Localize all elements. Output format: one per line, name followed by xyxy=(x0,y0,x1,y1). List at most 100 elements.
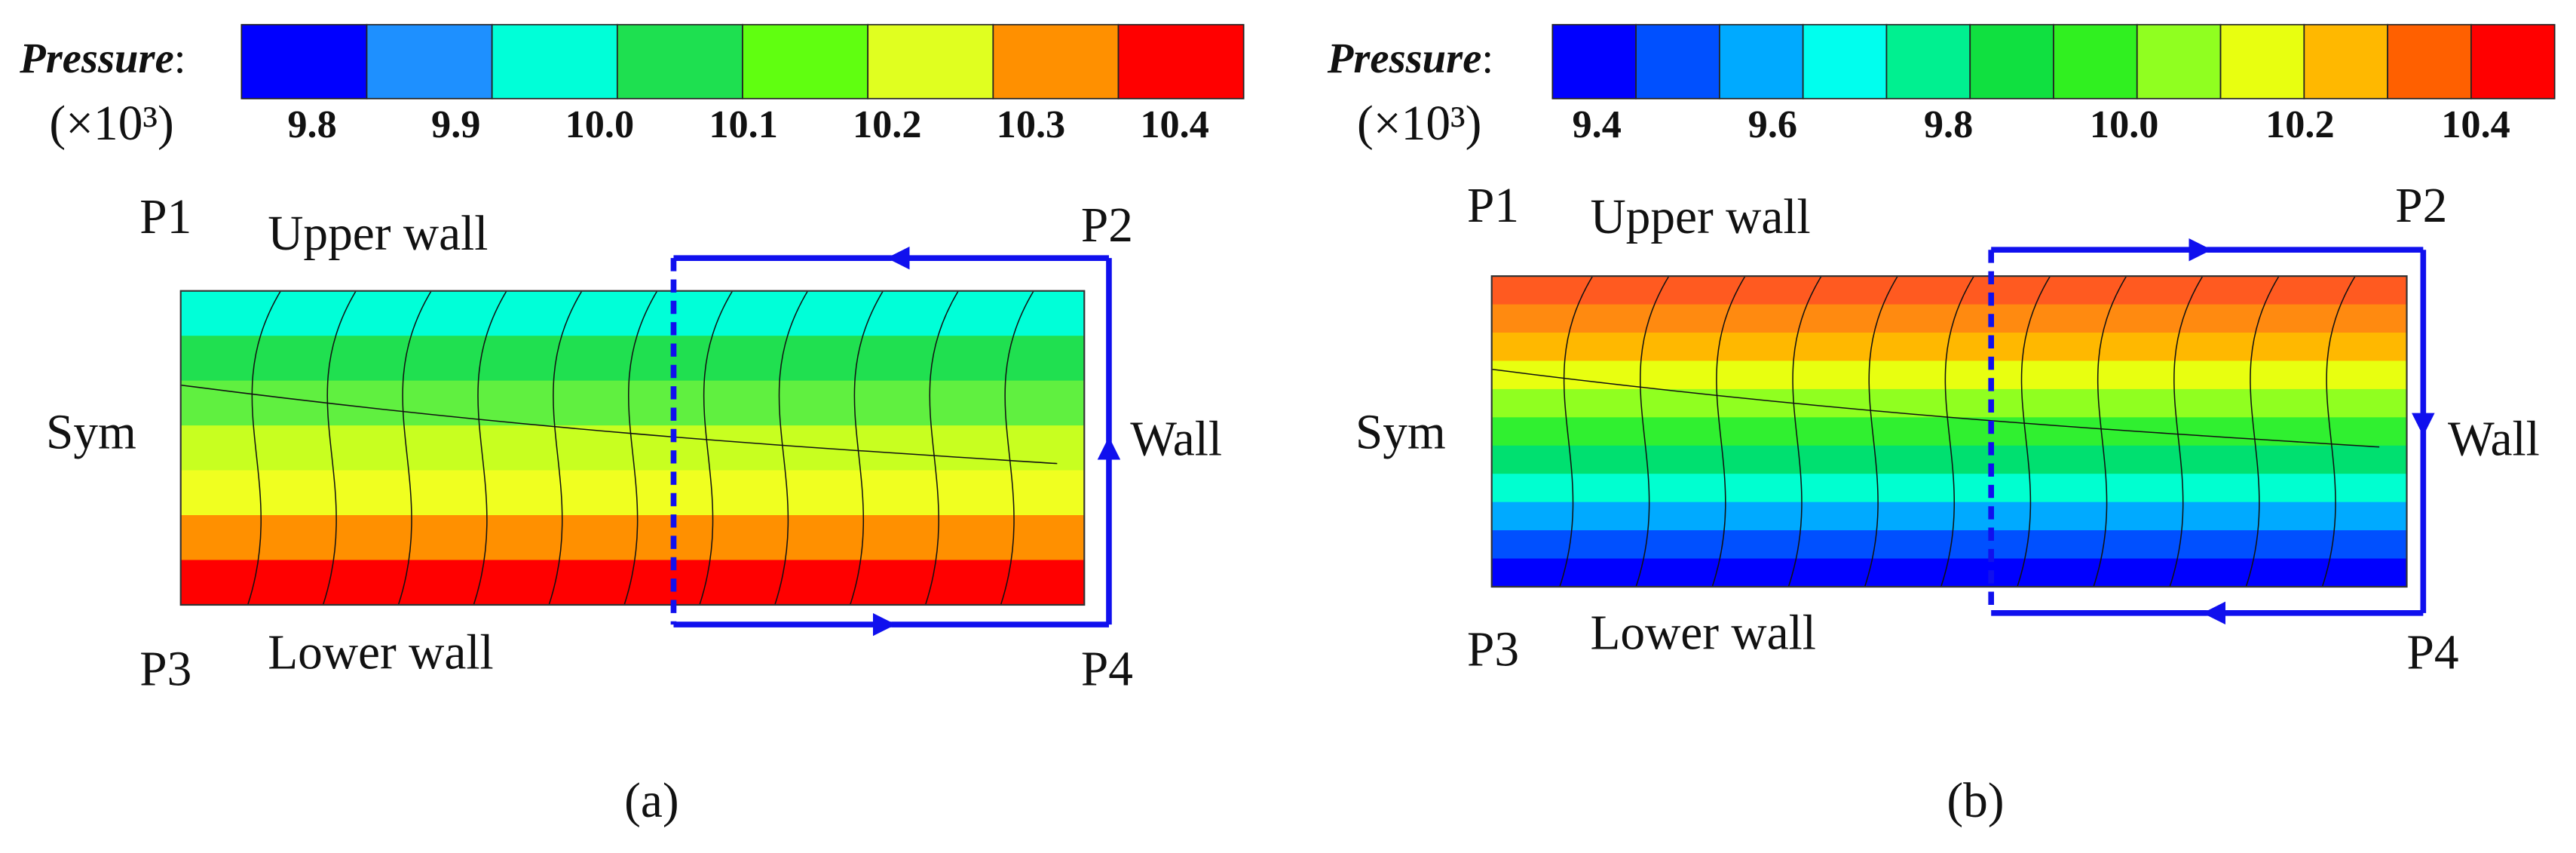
colorbar-tick-label: 9.8 xyxy=(287,103,336,146)
colorbar-tick-label: 9.9 xyxy=(431,103,480,146)
colorbar-tick-label: 10.4 xyxy=(2441,103,2510,146)
streamline xyxy=(2169,275,2204,588)
colorbar-swatch xyxy=(867,23,994,100)
colorbar-unit: (×10³) xyxy=(1357,97,1481,151)
colorbar-swatch xyxy=(2387,23,2472,100)
colorbar-swatch xyxy=(1719,23,1804,100)
boundary-label: Lower wall xyxy=(268,626,493,680)
streamline xyxy=(473,290,507,606)
plot-frame xyxy=(179,290,1086,606)
streamline xyxy=(397,290,432,606)
colorbar-swatch xyxy=(2303,23,2388,100)
contour-band xyxy=(180,290,1085,337)
boundary-label: P2 xyxy=(2395,179,2447,233)
streamline xyxy=(1635,275,1670,588)
contour-band xyxy=(180,380,1085,427)
colorbar-swatch xyxy=(2136,23,2222,100)
boundary-label: P1 xyxy=(139,190,191,244)
boundary-label: Upper wall xyxy=(1590,190,1810,244)
panel: Pressure:(×10³) 9.4 9.6 9.8 10.0 10.2 10.4P1 Up… xyxy=(1327,23,2556,828)
colorbar-title: Pressure: xyxy=(19,35,185,82)
colorbar-label: Pressure xyxy=(1327,35,1482,82)
contour-band xyxy=(180,515,1085,561)
boundary-label: P2 xyxy=(1081,198,1133,253)
contour-band xyxy=(1491,502,2407,532)
contour-band xyxy=(180,560,1085,606)
streamline xyxy=(180,384,1058,465)
colorbar-swatch xyxy=(2470,23,2556,100)
colorbar-swatch xyxy=(240,23,368,100)
streamline xyxy=(2321,275,2356,588)
plot-frame xyxy=(1490,275,2408,588)
contour-band xyxy=(1491,445,2407,475)
streamline xyxy=(322,290,357,606)
boundary-label: Sym xyxy=(1355,406,1446,460)
streamline xyxy=(1000,290,1034,606)
colorbar-swatch xyxy=(742,23,869,100)
streamline xyxy=(1940,275,1974,588)
streamline xyxy=(774,290,809,606)
colorbar-swatch xyxy=(1117,23,1245,100)
streamline xyxy=(247,290,281,606)
colorbar-title: Pressure: xyxy=(1327,35,1493,82)
colorbar-separator: : xyxy=(1481,35,1493,82)
colorbar-swatch xyxy=(2053,23,2138,100)
colorbar-swatch xyxy=(1551,23,1637,100)
streamline xyxy=(2017,275,2051,588)
contour-band xyxy=(1491,388,2407,419)
colorbar-tick-label: 9.4 xyxy=(1573,103,1622,146)
colorbar-swatch xyxy=(1969,23,2054,100)
streamline xyxy=(1711,275,1746,588)
streamline xyxy=(2245,275,2280,588)
contour-band xyxy=(1491,474,2407,503)
colorbar-tick-label: 10.4 xyxy=(1140,103,1209,146)
boundary-label: P4 xyxy=(2407,626,2459,680)
boundary-label: Wall xyxy=(1130,412,1222,466)
streamline xyxy=(548,290,583,606)
colorbar-tick-label: 10.2 xyxy=(853,103,922,146)
colorbar-label: Pressure xyxy=(19,35,174,82)
colorbar-tick-label: 10.2 xyxy=(2265,103,2335,146)
colorbar-separator: : xyxy=(174,35,186,82)
streamline xyxy=(699,290,734,606)
boundary-label: Sym xyxy=(46,406,136,460)
boundary-label: Lower wall xyxy=(1590,606,1815,661)
streamline xyxy=(1559,275,1594,588)
colorbar-swatch xyxy=(1802,23,1888,100)
boundary-label: Wall xyxy=(2448,412,2540,466)
boundary-label: P1 xyxy=(1467,179,1519,233)
colorbar-swatch xyxy=(491,23,618,100)
colorbar-swatch xyxy=(992,23,1120,100)
streamline xyxy=(2093,275,2127,588)
colorbar-swatch xyxy=(616,23,743,100)
streamline xyxy=(850,290,884,606)
streamline xyxy=(1491,368,2380,448)
colorbar-tick-label: 10.0 xyxy=(565,103,635,146)
contour-band xyxy=(1491,558,2407,588)
colorbar-swatch xyxy=(2219,23,2305,100)
colorbar-swatch xyxy=(366,23,493,100)
colorbar-tick-label: 10.1 xyxy=(709,103,778,146)
colorbar-tick-label: 9.8 xyxy=(1924,103,1973,146)
boundary-label: P3 xyxy=(1467,622,1519,677)
colorbar-swatch xyxy=(1635,23,1720,100)
colorbar-tick-label: 10.0 xyxy=(2090,103,2159,146)
boundary-label: P3 xyxy=(139,642,191,696)
streamline xyxy=(1787,275,1822,588)
contour-band xyxy=(1491,361,2407,390)
panel: Pressure:(×10³) 9.8 9.9 10.0 10.1 10.2 10.3 10.… xyxy=(19,23,1245,828)
streamline xyxy=(1864,275,1898,588)
contour-band xyxy=(1491,276,2407,305)
colorbar-tick-label: 9.6 xyxy=(1748,103,1797,146)
panel-caption: (a) xyxy=(624,774,679,828)
contour-band xyxy=(1491,304,2407,334)
colorbar-tick-label: 10.3 xyxy=(997,103,1066,146)
boundary-label: Upper wall xyxy=(268,207,488,261)
colorbar-swatch xyxy=(1885,23,1971,100)
colorbar-unit: (×10³) xyxy=(49,97,173,151)
streamline xyxy=(623,290,658,606)
panel-caption: (b) xyxy=(1947,774,2004,828)
contour-band xyxy=(180,470,1085,517)
